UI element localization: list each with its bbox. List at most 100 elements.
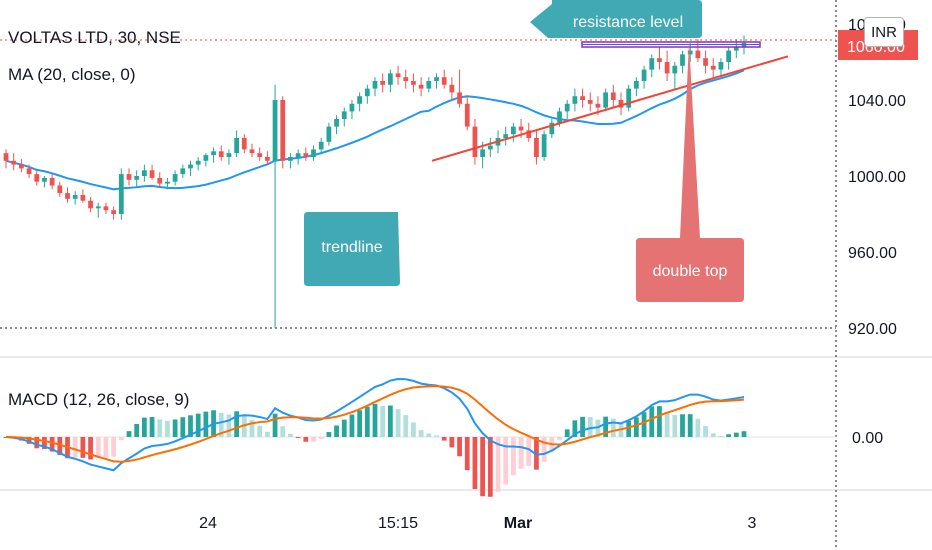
macd-histogram-bar <box>172 419 178 437</box>
macd-histogram-bar <box>718 435 724 437</box>
candle-body <box>180 168 186 175</box>
macd-histogram-bar <box>126 431 132 437</box>
candle-body <box>603 92 609 108</box>
macd-histogram-bar <box>264 431 270 437</box>
macd-histogram-bar <box>703 426 708 437</box>
macd-histogram-bar <box>395 409 401 437</box>
currency-button[interactable]: INR <box>864 17 904 47</box>
macd-histogram-bar <box>118 437 124 441</box>
macd-histogram-bar <box>42 437 47 450</box>
candle <box>372 77 378 97</box>
candle <box>172 170 178 186</box>
candle <box>364 84 370 104</box>
candle-body <box>695 50 701 59</box>
double-top-callout[interactable]: double top <box>636 42 744 302</box>
candle-body <box>411 81 416 85</box>
candle-body <box>626 88 632 108</box>
resistance-callout-label: resistance level <box>573 14 683 31</box>
candle-body <box>211 151 216 156</box>
trendline-callout[interactable]: trendline <box>304 147 463 286</box>
candle-body <box>487 145 493 150</box>
macd-histogram-bar <box>72 437 78 458</box>
candle <box>57 181 63 197</box>
candle <box>726 46 732 70</box>
candle-body <box>672 65 678 74</box>
macd-tick-label: 0.00 <box>852 430 883 447</box>
candle-body <box>726 50 732 62</box>
candle <box>11 153 17 171</box>
macd-histogram-bar <box>226 414 232 437</box>
symbol-title[interactable]: VOLTAS LTD, 30, NSE <box>8 28 181 47</box>
macd-histogram-bar <box>541 437 547 462</box>
candle <box>426 77 432 93</box>
macd-histogram-bar <box>318 437 324 440</box>
time-tick-label: 3 <box>748 515 757 532</box>
candle <box>295 149 301 165</box>
candle <box>134 170 140 188</box>
candle-body <box>380 81 386 85</box>
candle-body <box>218 151 224 157</box>
candle <box>703 50 708 74</box>
candle-body <box>118 174 124 214</box>
macd-histogram-bar <box>57 437 63 456</box>
macd-histogram-bar <box>157 419 163 437</box>
ma-legend[interactable]: MA (20, close, 0) <box>8 65 136 84</box>
macd-histogram-bar <box>680 414 685 437</box>
candle-body <box>95 206 101 209</box>
candle-body <box>733 46 739 51</box>
macd-histogram-bar <box>188 415 193 437</box>
macd-histogram-bar <box>341 419 347 437</box>
price-tick-label: 960.00 <box>848 245 897 262</box>
macd-histogram-bar <box>272 413 278 437</box>
macd-histogram-bar <box>695 418 701 437</box>
candle <box>42 176 47 188</box>
macd-histogram-bar <box>149 417 155 437</box>
price-tick-label: 1000.00 <box>848 169 906 186</box>
candle-body <box>687 50 693 55</box>
candle <box>288 153 293 169</box>
time-axis[interactable]: 24 15:15 Mar 3 <box>199 515 756 532</box>
candle <box>34 170 40 186</box>
candle <box>418 77 424 97</box>
price-tick-label: 1040.00 <box>848 93 906 110</box>
candle <box>403 69 409 89</box>
candle <box>334 115 339 135</box>
candle <box>234 130 240 157</box>
candle <box>441 69 447 89</box>
candle-body <box>364 88 370 97</box>
candle-body <box>680 54 685 66</box>
candle <box>633 77 639 97</box>
double-top-callout-label: double top <box>653 263 728 280</box>
drawing-tools[interactable] <box>0 39 836 162</box>
candle <box>687 43 693 62</box>
candle-body <box>226 153 232 157</box>
candle <box>95 202 101 218</box>
candle <box>349 100 355 119</box>
candle-body <box>334 119 339 127</box>
candle <box>641 65 647 89</box>
candle-body <box>387 73 393 85</box>
candle <box>618 92 624 116</box>
macd-histogram-bar <box>95 437 101 459</box>
candle <box>510 122 516 142</box>
candle <box>649 54 655 78</box>
macd-histogram-bar <box>518 437 524 469</box>
candle-body <box>288 157 293 161</box>
resistance-callout[interactable]: resistance level <box>530 0 702 38</box>
candle-body <box>18 164 24 169</box>
macd-histogram-bar <box>180 417 186 437</box>
macd-histogram-bar <box>334 425 339 437</box>
candle <box>211 147 216 163</box>
candle-body <box>510 126 516 135</box>
candle-body <box>157 177 163 184</box>
macd-histogram-bar <box>510 437 516 476</box>
candle <box>241 134 247 154</box>
candle-body <box>434 77 439 81</box>
candle-body <box>372 81 378 89</box>
macd-histogram-bar <box>672 414 678 437</box>
candle-body <box>518 126 524 131</box>
macd-histogram-bar <box>80 437 86 458</box>
macd-legend[interactable]: MACD (12, 26, close, 9) <box>8 390 189 409</box>
